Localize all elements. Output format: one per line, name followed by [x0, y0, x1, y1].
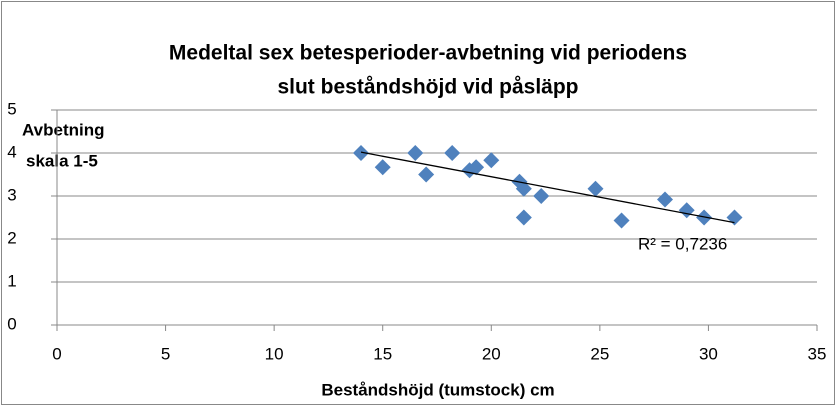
point — [587, 180, 604, 197]
chart-title: slut beståndshöjd vid påsläpp — [277, 76, 578, 99]
point — [407, 145, 424, 161]
point — [374, 159, 391, 176]
y-tick-label: 4 — [7, 142, 16, 161]
y-tick-label: 3 — [7, 185, 16, 204]
x-tick-label: 35 — [808, 344, 827, 363]
trendline-annotation: R² = 0,7236 — [638, 234, 727, 253]
point — [657, 191, 673, 208]
chart-title: Medeltal sex betesperioder-avbetning vid… — [169, 42, 687, 65]
y-axis-label: skala 1-5 — [26, 151, 98, 170]
point — [468, 159, 485, 176]
x-tick-label: 25 — [590, 344, 609, 363]
point — [533, 188, 550, 204]
x-tick-label: 20 — [482, 344, 501, 363]
point — [515, 209, 532, 226]
y-tick-label: 2 — [7, 228, 16, 247]
point — [418, 166, 435, 183]
point — [353, 145, 369, 161]
point — [444, 145, 461, 161]
y-axis-label: Avbetning — [22, 120, 104, 139]
trendline — [360, 151, 735, 224]
y-tick-label: 0 — [7, 314, 16, 333]
point — [613, 212, 630, 229]
point — [515, 180, 532, 197]
x-tick-label: 10 — [265, 344, 284, 363]
x-axis-label: Beståndshöjd (tumstock) cm — [321, 380, 554, 399]
point — [483, 152, 500, 169]
x-tick-label: 0 — [52, 344, 61, 363]
x-tick-label: 30 — [699, 344, 718, 363]
y-tick-label: 1 — [7, 271, 16, 290]
y-tick-label: 5 — [7, 99, 16, 118]
x-tick-label: 5 — [161, 344, 170, 363]
x-tick-label: 15 — [373, 344, 392, 363]
